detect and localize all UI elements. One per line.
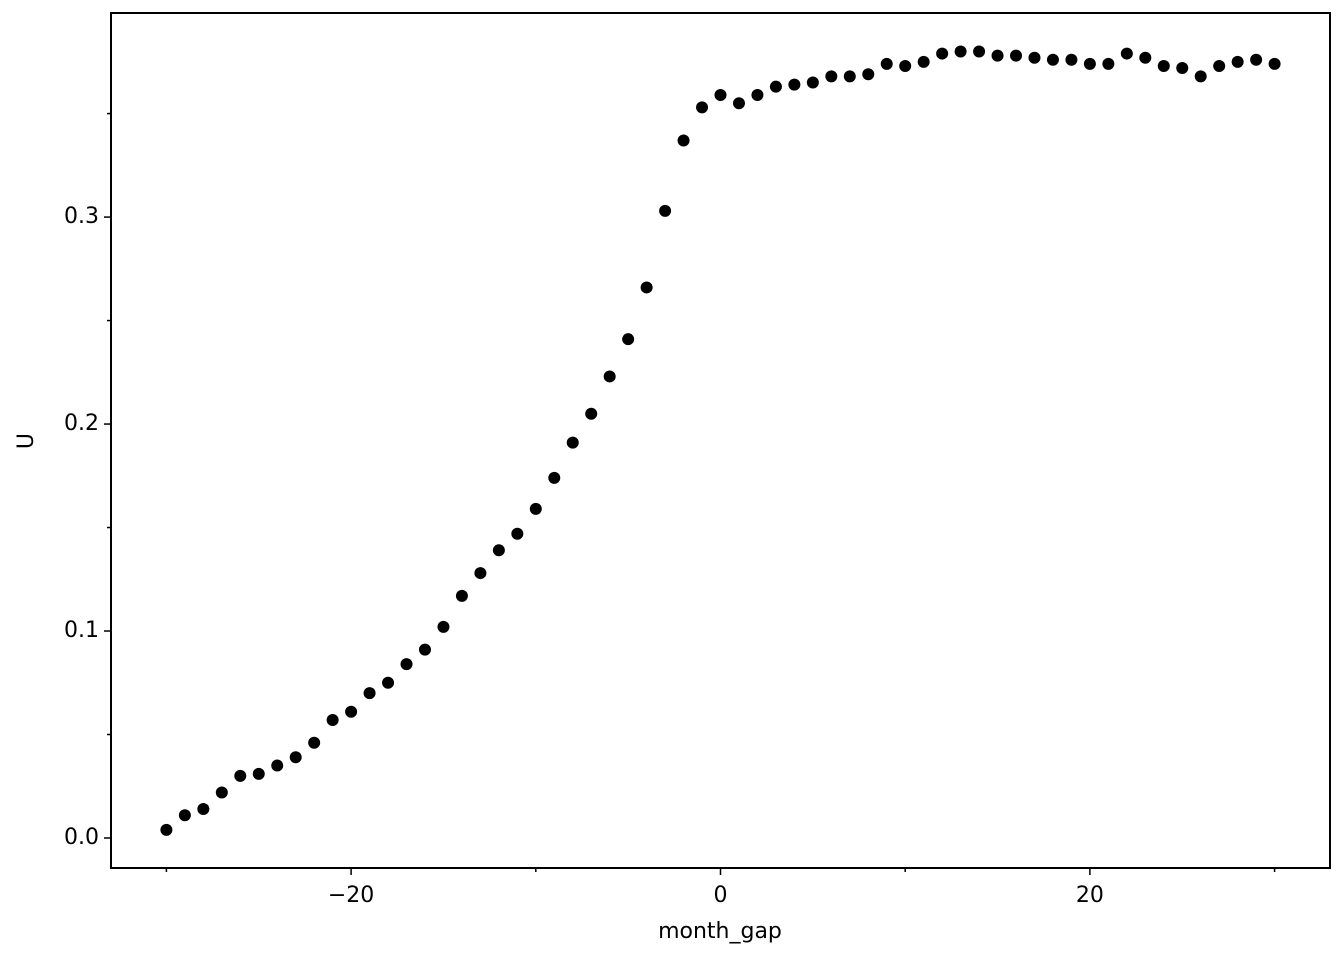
data-point <box>585 407 598 420</box>
data-point <box>474 567 487 580</box>
data-point <box>1139 51 1152 64</box>
y-tick-label: 0.3 <box>64 204 99 229</box>
data-point <box>1046 53 1059 66</box>
data-point <box>1102 57 1115 70</box>
y-tick-label: 0.1 <box>64 618 99 643</box>
data-point <box>917 55 930 68</box>
data-point <box>1194 70 1207 83</box>
data-point <box>1065 53 1078 66</box>
data-point <box>696 101 709 114</box>
data-point <box>973 45 986 58</box>
data-point <box>1157 59 1170 72</box>
data-point <box>806 76 819 89</box>
data-point <box>825 70 838 83</box>
y-axis-label: U <box>14 433 39 449</box>
data-point <box>345 705 358 718</box>
data-point <box>289 751 302 764</box>
data-point <box>1250 53 1263 66</box>
data-point <box>197 803 210 816</box>
data-point <box>714 88 727 101</box>
data-point <box>1028 51 1041 64</box>
data-point <box>936 47 949 60</box>
data-point <box>1213 59 1226 72</box>
data-point <box>511 527 524 540</box>
data-point <box>326 714 339 727</box>
data-point <box>677 134 690 147</box>
data-point <box>418 643 431 656</box>
data-point <box>954 45 967 58</box>
data-point <box>843 70 856 83</box>
data-point <box>880 57 893 70</box>
x-tick-label: 0 <box>714 883 728 908</box>
data-point <box>751 88 764 101</box>
data-point <box>862 68 875 81</box>
data-point <box>899 59 912 72</box>
data-point <box>437 620 450 633</box>
data-point <box>1120 47 1133 60</box>
data-point <box>788 78 801 91</box>
x-tick-label: 20 <box>1076 883 1104 908</box>
data-point <box>659 204 672 217</box>
data-point <box>271 759 284 772</box>
plot-frame <box>110 12 1331 869</box>
data-point <box>308 736 321 749</box>
y-tick-label: 0.2 <box>64 411 99 436</box>
data-point <box>732 97 745 110</box>
data-point <box>455 589 468 602</box>
data-point <box>234 769 247 782</box>
data-point <box>640 281 653 294</box>
data-point <box>363 687 376 700</box>
x-tick-label: −20 <box>328 883 374 908</box>
data-point <box>1010 49 1023 62</box>
data-point <box>622 333 635 346</box>
data-point <box>160 823 173 836</box>
data-point <box>1231 55 1244 68</box>
data-point <box>400 658 413 671</box>
data-point <box>769 80 782 93</box>
data-point <box>178 809 191 822</box>
y-tick-label: 0.0 <box>64 825 99 850</box>
data-point <box>1268 57 1281 70</box>
data-point <box>548 471 561 484</box>
data-point <box>382 676 395 689</box>
data-point <box>492 544 505 557</box>
data-point <box>1083 57 1096 70</box>
data-point <box>529 502 542 515</box>
data-point <box>566 436 579 449</box>
data-point <box>1176 62 1189 75</box>
x-axis-label: month_gap <box>658 919 782 944</box>
data-point <box>252 767 265 780</box>
data-point <box>215 786 228 799</box>
data-point <box>603 370 616 383</box>
data-point <box>991 49 1004 62</box>
